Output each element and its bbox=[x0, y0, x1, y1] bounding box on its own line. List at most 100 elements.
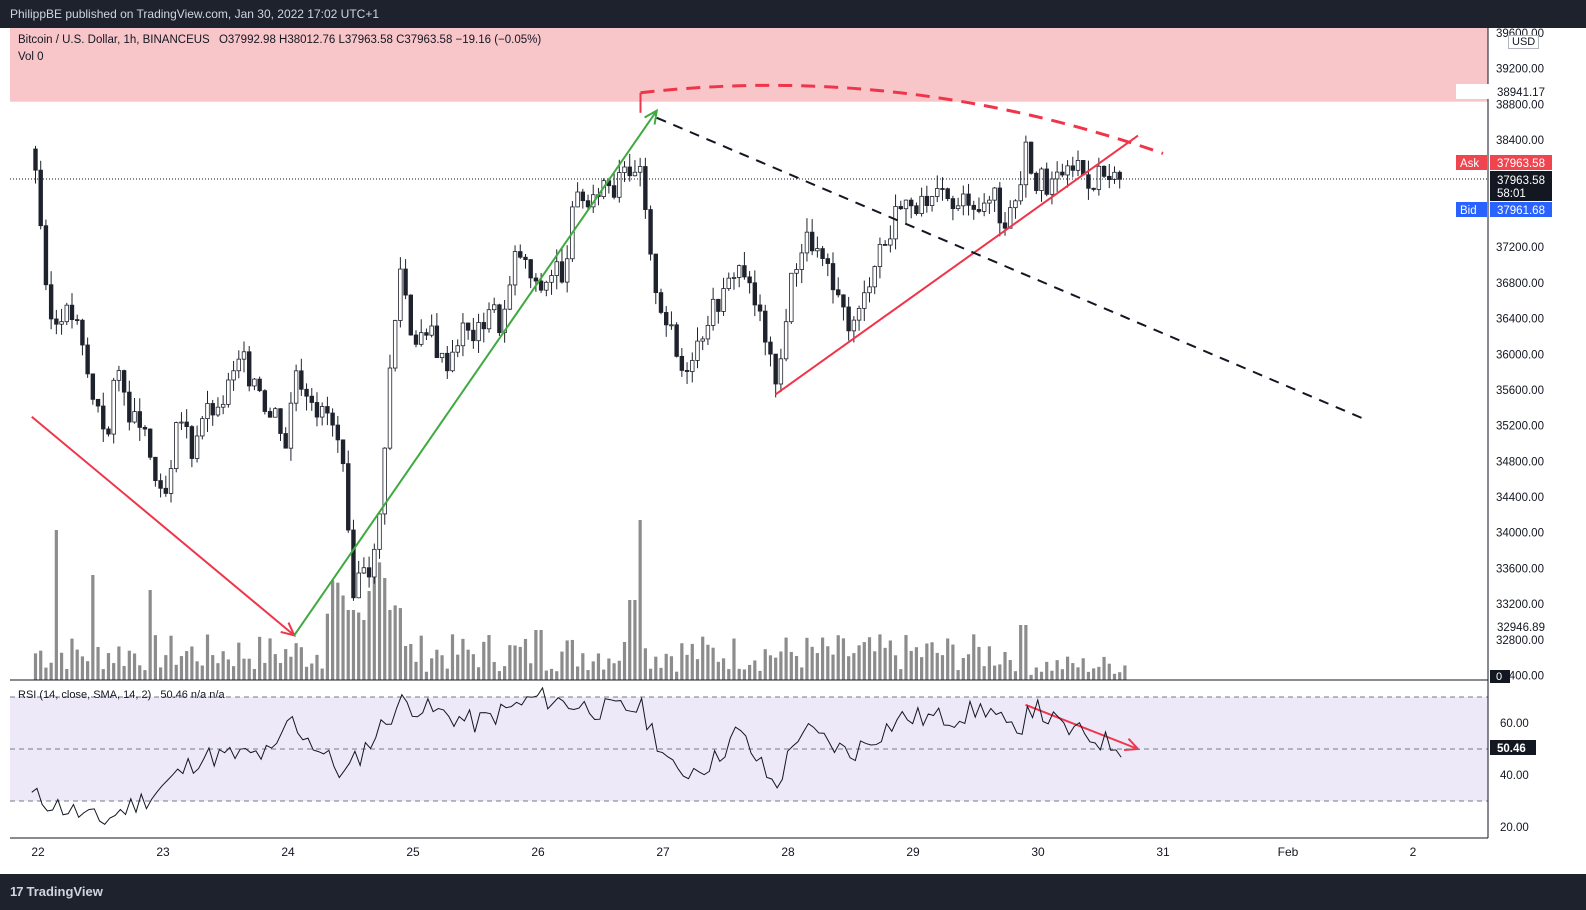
candle-up bbox=[455, 345, 460, 353]
candle-down bbox=[528, 259, 533, 279]
rsi-label: RSI (14, close, SMA, 14, 2) bbox=[18, 689, 152, 701]
volume-bar bbox=[461, 638, 465, 680]
volume-bar bbox=[310, 663, 314, 680]
rsi-legend[interactable]: RSI (14, close, SMA, 14, 2) 50.46 n/a n/… bbox=[18, 689, 225, 701]
volume-bar bbox=[904, 635, 908, 680]
candle-up bbox=[564, 258, 570, 283]
volume-bar bbox=[847, 656, 851, 680]
candle-down bbox=[403, 268, 408, 296]
volume-bar bbox=[951, 644, 955, 680]
candle-up bbox=[361, 567, 367, 574]
volume-bar bbox=[106, 653, 111, 680]
volume-bar bbox=[576, 666, 580, 680]
volume-bar bbox=[607, 658, 611, 680]
candle-up bbox=[961, 193, 966, 207]
candle-up bbox=[789, 272, 794, 323]
candle-up bbox=[116, 370, 122, 381]
candle-up bbox=[867, 286, 872, 294]
candle-down bbox=[101, 405, 106, 430]
volume-bar bbox=[482, 641, 486, 680]
candle-down bbox=[611, 185, 617, 198]
candle-down bbox=[909, 199, 914, 207]
candle-down bbox=[121, 370, 127, 393]
volume-bar bbox=[54, 530, 58, 680]
candle-down bbox=[465, 322, 471, 331]
volume-bar bbox=[841, 638, 846, 680]
candle-down bbox=[189, 426, 195, 459]
symbol-label: Bitcoin / U.S. Dollar, 1h, BINANCEUS bbox=[18, 34, 210, 46]
candle-down bbox=[742, 265, 747, 278]
candle-up bbox=[726, 277, 731, 289]
volume-bar bbox=[701, 636, 705, 680]
volume-bar bbox=[711, 647, 715, 680]
candle-up bbox=[1075, 160, 1081, 171]
candle-up bbox=[554, 261, 559, 276]
symbol-legend[interactable]: Bitcoin / U.S. Dollar, 1h, BINANCEUS O37… bbox=[18, 34, 541, 46]
footer-bar: 17 TradingView bbox=[0, 874, 1586, 910]
volume-bar bbox=[648, 668, 653, 680]
candle-down bbox=[976, 209, 982, 212]
tradingview-logo[interactable]: 17 TradingView bbox=[10, 884, 103, 899]
volume-bar bbox=[946, 638, 950, 680]
volume-bar bbox=[831, 654, 835, 680]
volume-bar bbox=[430, 658, 434, 680]
volume-bar bbox=[966, 654, 971, 680]
time-tick: 27 bbox=[656, 845, 670, 859]
volume-bar bbox=[357, 612, 361, 680]
volume-bar bbox=[1081, 658, 1085, 680]
volume-bar bbox=[1003, 651, 1007, 680]
volume-bar bbox=[883, 647, 887, 680]
volume-bar bbox=[1102, 656, 1106, 680]
volume-bar bbox=[336, 582, 340, 680]
candle-up bbox=[1065, 165, 1070, 176]
volume-bar bbox=[367, 591, 371, 680]
price-tick: 39200.00 bbox=[1496, 64, 1544, 76]
volume-bar bbox=[513, 645, 517, 680]
volume-bar bbox=[1019, 625, 1023, 680]
candle-down bbox=[914, 205, 919, 215]
candle-up bbox=[168, 468, 174, 494]
volume-bar bbox=[565, 640, 569, 680]
candle-up bbox=[872, 266, 877, 288]
rsi-tick: 60.00 bbox=[1500, 718, 1529, 730]
volume-bar bbox=[768, 655, 773, 680]
time-tick: 2 bbox=[1410, 845, 1417, 859]
candle-down bbox=[1086, 174, 1091, 189]
volume-bar bbox=[987, 646, 991, 680]
volume-bar bbox=[159, 667, 163, 680]
candle-down bbox=[674, 324, 679, 357]
volume-legend[interactable]: Vol 0 bbox=[18, 51, 44, 63]
low-label: Low bbox=[1460, 622, 1482, 634]
volume-bar bbox=[299, 647, 303, 680]
candle-down bbox=[658, 292, 664, 313]
candle-up bbox=[888, 238, 893, 246]
volume-bar bbox=[1050, 670, 1054, 680]
volume-bar bbox=[164, 655, 168, 680]
volume-bar bbox=[1112, 673, 1117, 680]
last-price-bg bbox=[1490, 171, 1552, 201]
high-value: 38941.17 bbox=[1497, 87, 1545, 99]
volume-bar bbox=[122, 665, 126, 680]
candle-down bbox=[684, 370, 690, 372]
volume-bar bbox=[351, 610, 356, 680]
ask-label-bg bbox=[1456, 155, 1487, 170]
resistance-zone bbox=[10, 28, 1488, 102]
trend-arrow bbox=[31, 415, 295, 637]
candle-up bbox=[903, 199, 909, 210]
volume-bar bbox=[925, 643, 929, 680]
volume-bar bbox=[403, 645, 408, 680]
candle-up bbox=[893, 206, 898, 240]
price-tick: 38800.00 bbox=[1496, 99, 1544, 111]
volume-bar bbox=[899, 669, 903, 680]
currency-badge[interactable]: USD bbox=[1508, 35, 1540, 49]
volume-bar bbox=[654, 656, 658, 680]
candle-down bbox=[1101, 165, 1107, 177]
candle-up bbox=[236, 358, 241, 372]
price-chart[interactable]: 39600.0039200.0038800.0038400.0038000.00… bbox=[0, 28, 1586, 874]
volume-bar bbox=[65, 669, 69, 680]
candle-up bbox=[194, 435, 200, 459]
volume-bar bbox=[612, 663, 616, 680]
candle-up bbox=[491, 304, 497, 311]
candle-down bbox=[283, 433, 288, 449]
candle-down bbox=[643, 166, 648, 210]
